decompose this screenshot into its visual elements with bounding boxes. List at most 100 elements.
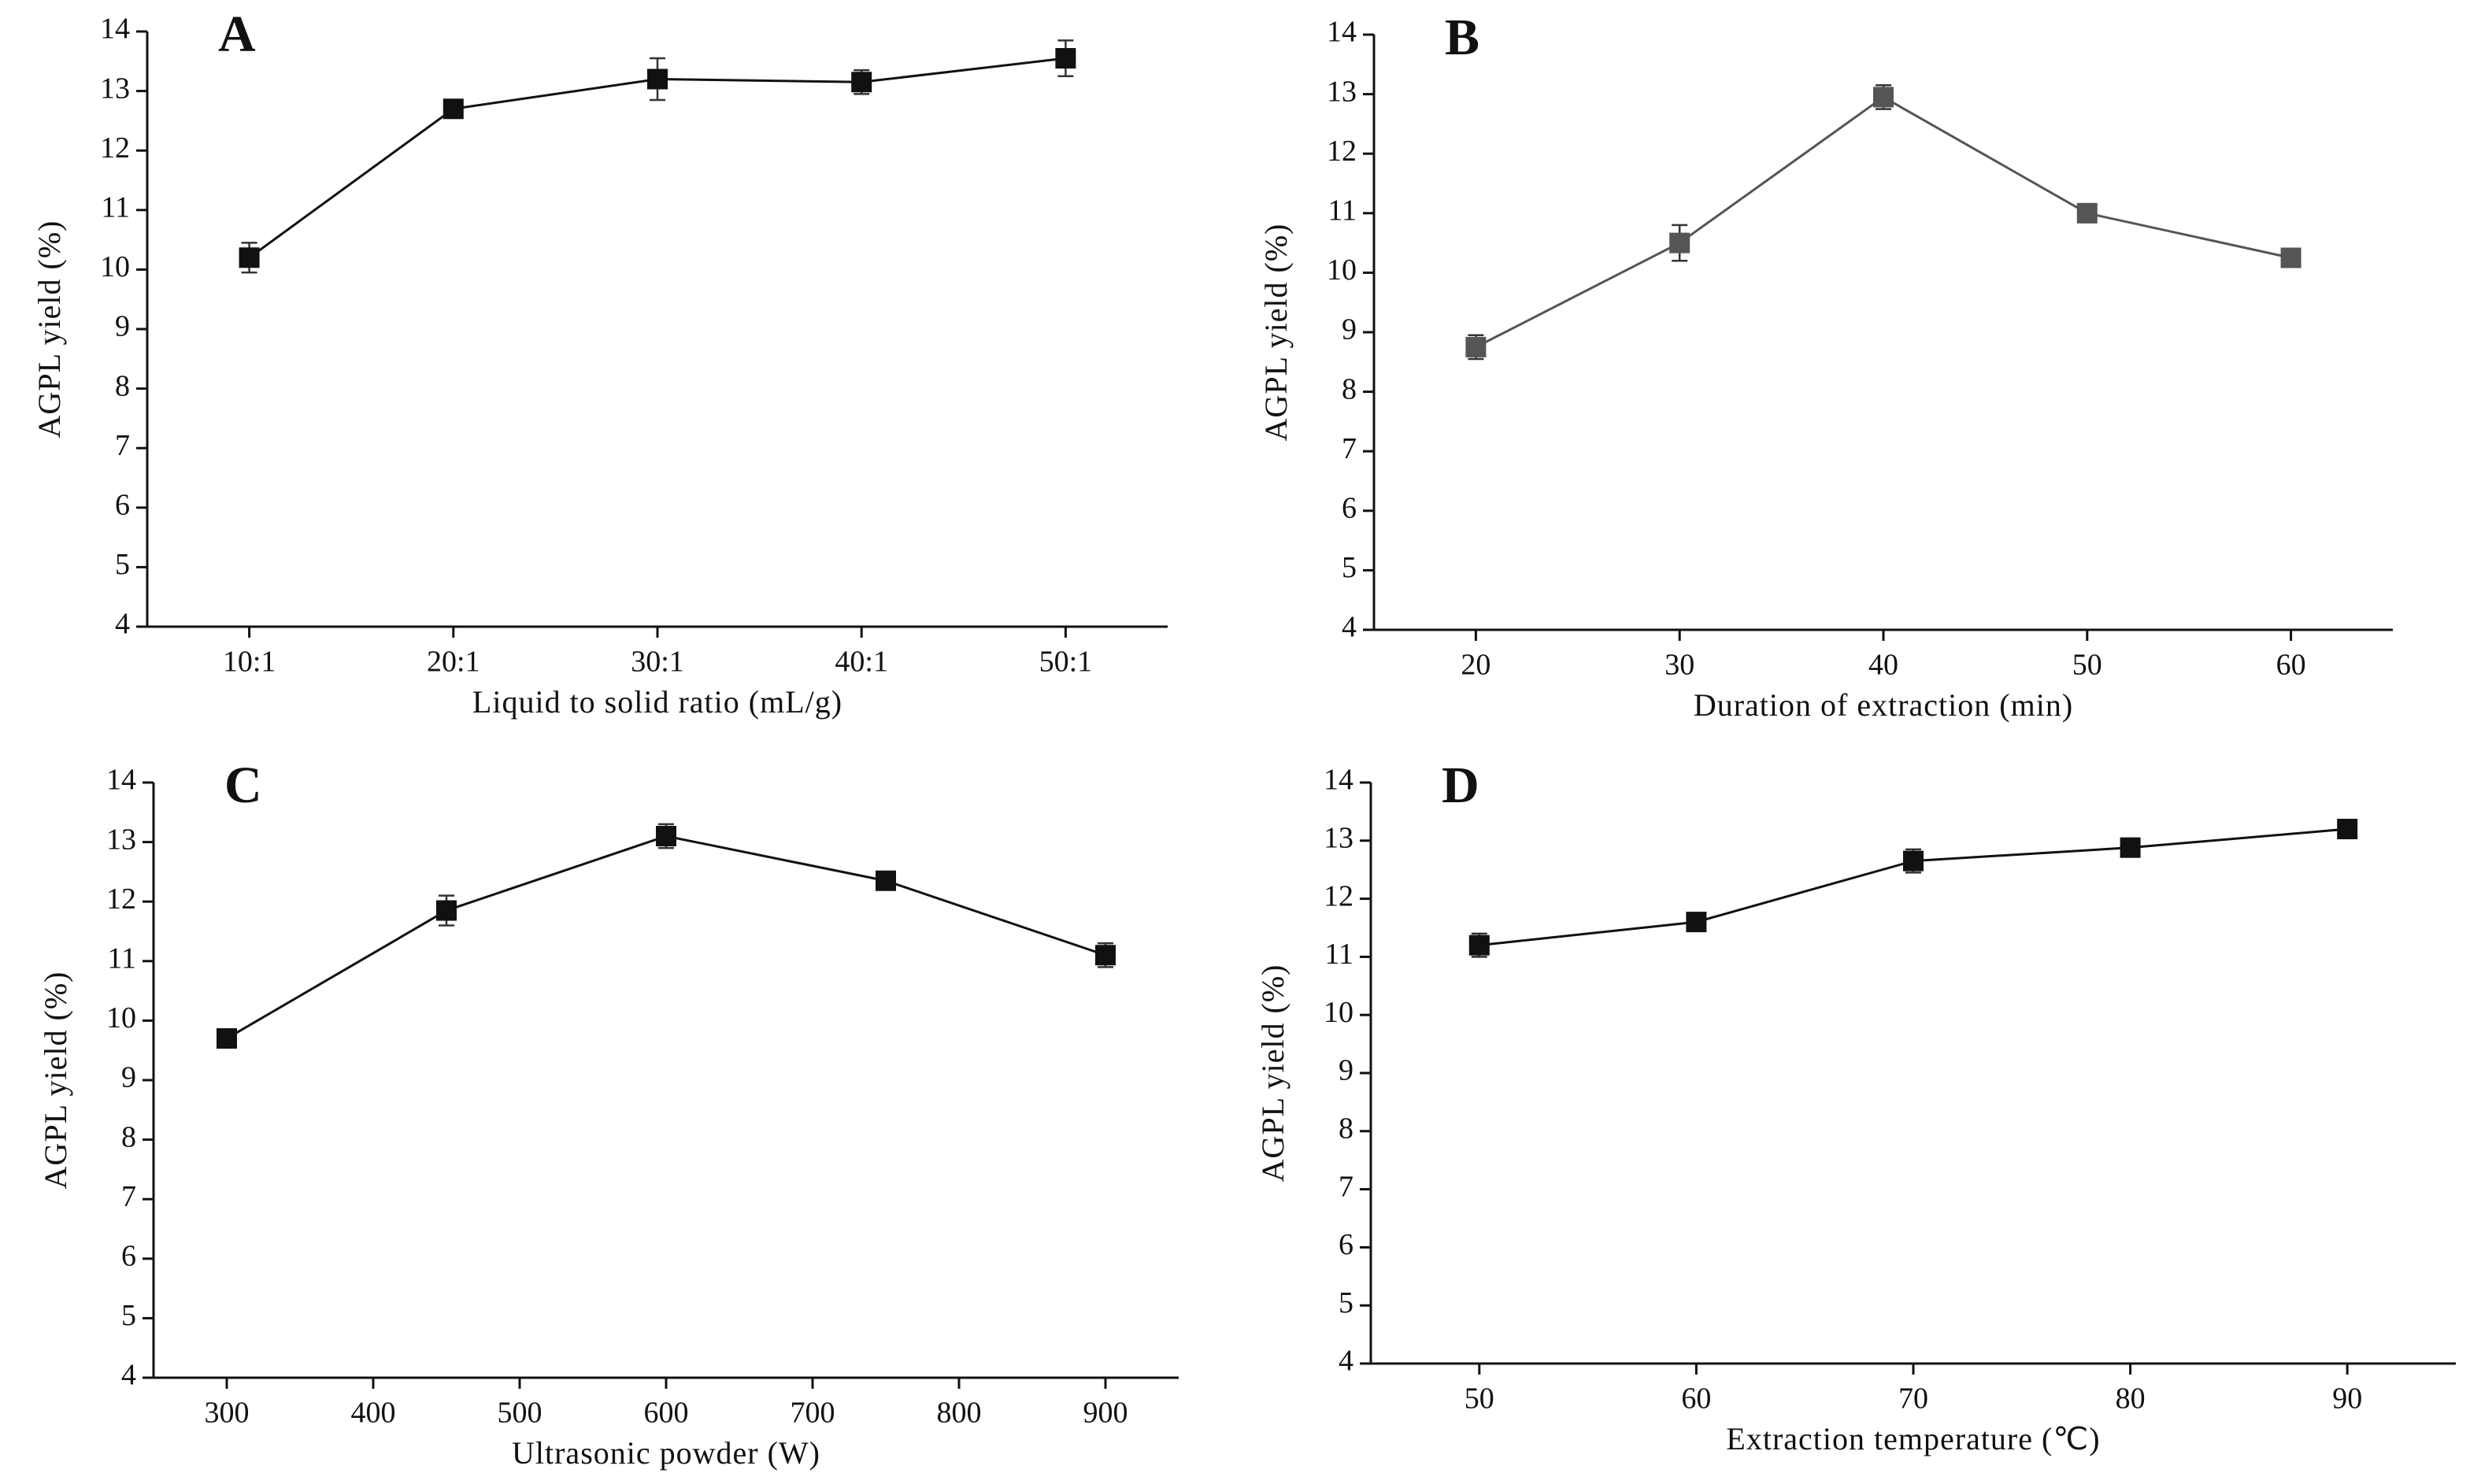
x-tick-label: 500 — [498, 1397, 542, 1430]
x-tick-label: 600 — [644, 1397, 689, 1430]
marker — [1465, 336, 1487, 357]
x-tick-label: 400 — [351, 1397, 396, 1430]
y-axis-label: AGPL yield (%) — [38, 971, 73, 1190]
marker — [217, 1028, 237, 1049]
y-tick-label: 8 — [121, 1120, 136, 1153]
y-tick-label: 4 — [115, 608, 130, 641]
marker — [647, 68, 668, 90]
marker — [1055, 48, 1076, 69]
y-tick-label: 4 — [121, 1359, 136, 1392]
y-tick-label: 14 — [106, 764, 136, 797]
x-tick-label: 40 — [1868, 649, 1898, 682]
y-tick-label: 6 — [1342, 492, 1357, 525]
marker — [1903, 850, 1924, 872]
panel-label: A — [218, 6, 256, 63]
y-tick-label: 7 — [121, 1180, 136, 1213]
y-tick-label: 12 — [100, 131, 130, 165]
marker — [436, 900, 457, 921]
y-tick-label: 5 — [1342, 551, 1357, 584]
marker — [2337, 819, 2358, 840]
y-tick-label: 10 — [100, 250, 130, 283]
y-tick-label: 14 — [1327, 16, 1357, 49]
axes — [146, 31, 1168, 628]
x-axis-label: Ultrasonic powder (W) — [512, 1435, 820, 1471]
marker — [876, 870, 896, 891]
y-tick-label: 11 — [101, 191, 130, 224]
x-tick-label: 20 — [1461, 649, 1490, 682]
x-tick-label: 900 — [1083, 1397, 1128, 1430]
panel: 10:1 20:1 30:1 40:1 50:1 4 5 6 7 8 9 10 11 12 13 14 A Liq… — [31, 6, 1168, 720]
line — [1479, 827, 2348, 947]
panel-label: C — [224, 757, 262, 814]
x-tick-label: 30 — [1664, 649, 1694, 682]
y-tick-label: 11 — [1328, 194, 1357, 228]
x-axis-label: Liquid to solid ratio (mL/g) — [472, 684, 842, 720]
x-tick-label: 80 — [2116, 1382, 2146, 1416]
x-tick-label: 50:1 — [1039, 646, 1093, 679]
marker — [656, 826, 676, 847]
y-tick-label: 14 — [100, 13, 130, 46]
y-tick-label: 12 — [1324, 879, 1353, 912]
x-tick-label: 50 — [1465, 1382, 1494, 1416]
x-tick-label: 800 — [937, 1397, 982, 1430]
y-tick-label: 5 — [115, 548, 130, 581]
x-tick-label: 10:1 — [223, 646, 276, 679]
y-tick-label: 7 — [1342, 432, 1357, 465]
y-tick-label: 6 — [115, 489, 130, 522]
x-axis-label: Extraction temperature (℃) — [1726, 1421, 2100, 1456]
panel: 50 60 70 80 90 4 5 6 7 8 9 10 11 12 13 14 D Extraction te… — [1255, 757, 2456, 1456]
y-tick-label: 10 — [1324, 996, 1353, 1029]
x-tick-label: 700 — [791, 1397, 835, 1430]
y-tick-label: 6 — [121, 1240, 136, 1273]
axes — [152, 783, 1179, 1379]
y-tick-label: 5 — [1339, 1286, 1353, 1319]
marker — [239, 247, 260, 268]
marker — [1686, 912, 1707, 933]
y-tick-label: 5 — [121, 1299, 136, 1332]
y-tick-label: 10 — [1327, 254, 1357, 287]
marker — [1095, 945, 1116, 966]
marker — [2120, 837, 2141, 858]
x-tick-label: 30:1 — [631, 646, 684, 679]
y-tick-label: 9 — [1339, 1054, 1353, 1087]
marker — [443, 98, 464, 120]
y-tick-label: 11 — [107, 942, 136, 975]
y-tick-label: 13 — [106, 823, 136, 856]
y-tick-label: 12 — [1327, 135, 1357, 168]
marker — [1669, 232, 1690, 254]
y-tick-label: 4 — [1342, 611, 1357, 644]
x-tick-label: 60 — [2276, 649, 2306, 682]
y-tick-label: 8 — [115, 369, 130, 402]
y-tick-label: 11 — [1324, 938, 1353, 971]
x-axis-label: Duration of extraction (min) — [1694, 687, 2073, 723]
y-tick-label: 6 — [1339, 1228, 1353, 1261]
y-tick-label: 8 — [1339, 1112, 1353, 1145]
line — [226, 835, 1106, 1040]
y-tick-label: 9 — [115, 310, 130, 343]
x-tick-label: 60 — [1681, 1382, 1711, 1416]
x-tick-label: 300 — [205, 1397, 250, 1430]
x-tick-label: 70 — [1898, 1382, 1928, 1416]
y-tick-label: 13 — [1324, 822, 1353, 855]
y-tick-label: 4 — [1339, 1345, 1353, 1378]
y-tick-label: 12 — [106, 883, 136, 916]
x-tick-label: 50 — [2072, 649, 2102, 682]
line — [1475, 95, 2291, 349]
marker — [1873, 87, 1894, 108]
marker — [1468, 934, 1490, 956]
y-tick-label: 14 — [1324, 764, 1353, 797]
panel: 20 30 40 50 60 4 5 6 7 8 9 10 11 12 13 14 B Duration of e… — [1258, 9, 2393, 723]
y-axis-label: AGPL yield (%) — [1258, 224, 1294, 442]
y-tick-label: 13 — [1327, 75, 1357, 108]
y-tick-label: 13 — [100, 72, 130, 105]
y-tick-label: 9 — [1342, 313, 1357, 346]
panel: 300 400 500 600 700 800 900 4 5 6 7 8 9 10 11 12 13 14 C Ul… — [38, 757, 1179, 1471]
panel-label: B — [1445, 9, 1479, 66]
marker — [2280, 247, 2301, 268]
x-tick-label: 40:1 — [835, 646, 888, 679]
axes — [1369, 783, 2456, 1365]
y-axis-label: AGPL yield (%) — [1255, 964, 1290, 1182]
x-tick-label: 90 — [2332, 1382, 2362, 1416]
y-tick-label: 8 — [1342, 372, 1357, 405]
panel-label: D — [1442, 757, 1479, 814]
